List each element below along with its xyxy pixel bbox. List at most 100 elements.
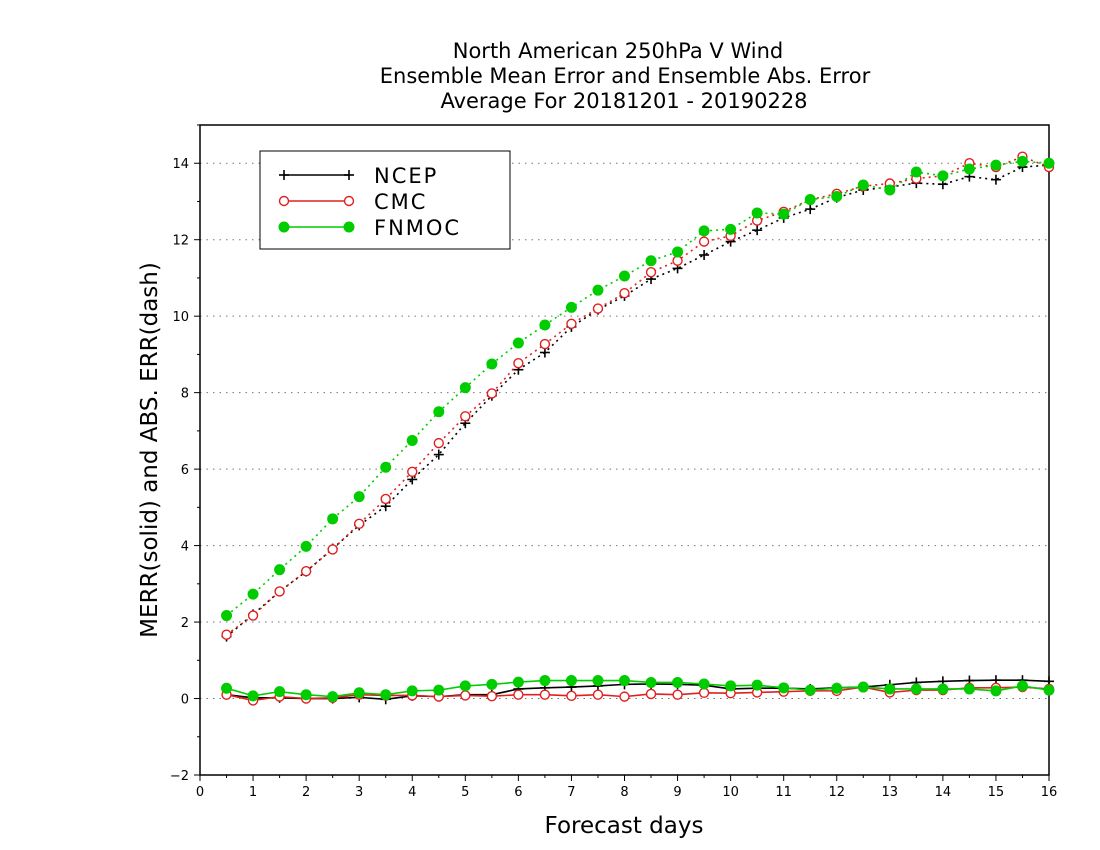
x-axis-label: Forecast days [545, 813, 704, 839]
abs-err-point-fnmoc [831, 191, 843, 202]
legend-box [259, 150, 511, 250]
abs-err-point-fnmoc [327, 513, 339, 525]
mean-err-point-fnmoc [804, 684, 816, 696]
legend-item-fnmoc: FNMOC [278, 216, 459, 240]
mean-err-point-cmc [672, 689, 683, 700]
abs-err-point-fnmoc [645, 255, 657, 267]
mean-err-point-fnmoc [990, 685, 1002, 697]
chart-title-line-1: North American 250hPa V Wind [453, 39, 784, 63]
mean-err-point-fnmoc [778, 682, 790, 694]
mean-err-point-fnmoc [645, 676, 657, 688]
chart-title-line-3: Average For 20181201 - 20190228 [440, 89, 807, 113]
mean-err-point-fnmoc [751, 679, 763, 691]
abs-err-point-fnmoc [1043, 157, 1055, 169]
abs-err-point-cmc [698, 236, 710, 247]
abs-err-point-fnmoc [486, 358, 498, 370]
abs-err-point-fnmoc [937, 170, 949, 182]
y-tick-label: 12 [172, 234, 189, 249]
abs-err-point-fnmoc [990, 159, 1002, 171]
legend-marker [343, 221, 355, 233]
mean-err-point-cmc [539, 689, 551, 700]
x-tick-label: 14 [935, 785, 952, 800]
x-tick-label: 15 [988, 785, 1005, 800]
abs-err-point-cmc [539, 338, 551, 350]
mean-err-point-fnmoc [274, 686, 286, 698]
abs-err-point-fnmoc [778, 208, 790, 220]
abs-err-point-cmc [247, 610, 259, 621]
x-tick-label: 8 [620, 785, 628, 800]
mean-err-point-fnmoc [406, 685, 418, 697]
mean-err-point-fnmoc [380, 689, 392, 701]
mean-err-point-fnmoc [1043, 684, 1055, 696]
x-tick-label: 1 [249, 785, 257, 800]
mean-err-point-fnmoc [592, 675, 604, 687]
y-tick-label: 6 [181, 463, 189, 478]
mean-err-point-fnmoc [698, 678, 710, 690]
abs-err-point-cmc [300, 566, 312, 577]
legend-label: CMC [374, 190, 427, 214]
abs-err-point-fnmoc [353, 491, 365, 503]
abs-err-point-fnmoc [725, 223, 737, 235]
x-tick-label: 0 [196, 785, 204, 800]
mean-err-point-fnmoc [486, 678, 498, 690]
abs-err-point-fnmoc [539, 319, 551, 331]
mean-err-point-fnmoc [1016, 680, 1028, 692]
mean-err-point-fnmoc [831, 682, 843, 694]
x-tick-label: 7 [567, 785, 575, 800]
mean-err-point-fnmoc [963, 683, 975, 695]
chart-title: North American 250hPa V Wind Ensemble Me… [380, 39, 871, 113]
legend-item-cmc: CMC [278, 190, 427, 214]
abs-err-point-fnmoc [963, 163, 975, 175]
x-tick-label: 10 [722, 785, 739, 800]
abs-err-point-cmc [619, 288, 630, 299]
y-tick-label: 14 [172, 157, 189, 172]
abs-err-point-fnmoc [221, 610, 233, 622]
x-axis: 0 1 2 3 4 5 6 7 8 9 10 11 12 13 14 15 16 [196, 775, 1057, 800]
abs-err-point-cmc [407, 466, 418, 477]
mean-err-point-fnmoc [353, 687, 365, 699]
x-tick-label: 3 [355, 785, 363, 800]
mean-err-point-fnmoc [300, 689, 312, 701]
abs-err-point-fnmoc [592, 284, 604, 296]
mean-err-point-cmc [645, 688, 657, 700]
mean-err-point-cmc [486, 691, 498, 702]
mean-err-line-fnmoc [226, 679, 1050, 698]
abs-err-point-fnmoc [459, 382, 471, 394]
abs-err-point-fnmoc [698, 225, 710, 237]
abs-err-point-fnmoc [247, 588, 259, 600]
y-axis-label: MERR(solid) and ABS. ERR(dash) [137, 262, 163, 638]
abs-err-point-ncep [990, 174, 1001, 185]
mean-err-point-fnmoc [937, 683, 949, 695]
abs-err-point-fnmoc [857, 179, 869, 191]
abs-err-point-cmc [433, 437, 444, 449]
abs-err-point-fnmoc [565, 301, 577, 313]
mean-err-point-cmc [619, 691, 630, 702]
abs-err-point-fnmoc [380, 461, 392, 473]
x-tick-label: 16 [1041, 785, 1058, 800]
abs-err-point-cmc [327, 544, 338, 555]
x-tick-label: 4 [408, 785, 416, 800]
mean-err-point-fnmoc [910, 683, 922, 695]
abs-err-point-cmc [672, 255, 683, 266]
abs-err-point-cmc [566, 318, 577, 330]
abs-err-point-fnmoc [751, 207, 763, 219]
abs-err-point-fnmoc [804, 194, 816, 206]
legend-marker [344, 170, 354, 180]
abs-err-point-cmc [221, 629, 232, 640]
abs-err-point-cmc [645, 267, 657, 278]
y-tick-label: 8 [181, 387, 189, 402]
abs-err-point-fnmoc [274, 564, 286, 576]
x-tick-label: 13 [882, 785, 899, 800]
mean-err-point-fnmoc [459, 680, 471, 692]
mean-err-point-cmc [460, 690, 471, 701]
mean-err-point-cmc [566, 690, 577, 702]
chart-title-line-2: Ensemble Mean Error and Ensemble Abs. Er… [380, 64, 871, 88]
abs-err-point-fnmoc [910, 166, 922, 178]
x-tick-label: 2 [302, 785, 310, 800]
series-layer [221, 151, 1055, 706]
y-tick-label: 0 [181, 693, 189, 708]
abs-err-point-ncep [699, 250, 710, 260]
